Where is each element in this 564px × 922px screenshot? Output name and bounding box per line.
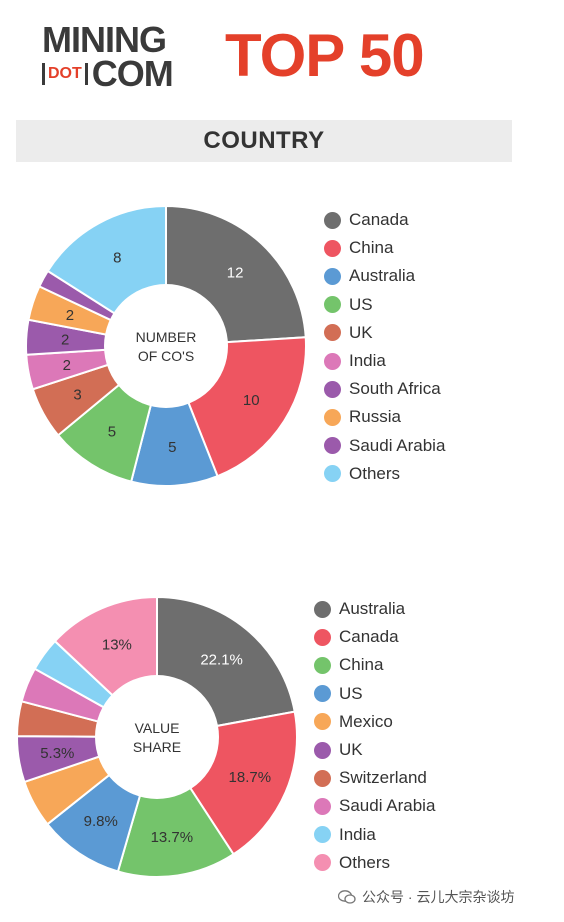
legend-item: US <box>314 680 435 708</box>
page-title: TOP 50 <box>225 22 425 89</box>
legend-label: China <box>349 238 394 258</box>
legend-item: US <box>324 291 445 319</box>
legend-label: Saudi Arabia <box>339 796 436 816</box>
donut-hole <box>104 284 228 408</box>
legend-label: Australia <box>349 266 416 286</box>
legend-swatch <box>314 797 331 815</box>
legend-item: Others <box>324 460 445 488</box>
legend-swatch <box>314 656 331 674</box>
data-label: 2 <box>63 357 71 374</box>
legend-swatch <box>324 465 341 483</box>
legend-swatch <box>314 600 331 618</box>
section-header: COUNTRY <box>16 120 512 162</box>
legend-item: Mexico <box>314 708 435 736</box>
legend-label: UK <box>349 322 373 342</box>
legend-label: Switzerland <box>339 768 427 788</box>
legend-item: China <box>324 234 445 262</box>
legend-label: UK <box>339 740 363 760</box>
legend-swatch <box>324 211 341 229</box>
data-label: 13% <box>102 636 132 653</box>
legend-label: Canada <box>349 210 409 230</box>
legend-label: Russia <box>349 407 401 427</box>
watermark: 公众号 · 云儿大宗杂谈坊 <box>338 887 514 907</box>
legend-label: Others <box>349 463 401 483</box>
logo-line1: MINING <box>42 19 167 60</box>
legend-item: Switzerland <box>314 764 435 792</box>
legend-item: South Africa <box>324 375 445 403</box>
legend-swatch <box>314 685 331 703</box>
data-label: 5 <box>108 423 116 440</box>
legend-value-share: Australia Canada China US Mexico UK Switzerlan… <box>314 595 435 877</box>
data-label: 12 <box>227 264 244 281</box>
legend-swatch <box>324 437 341 455</box>
legend-swatch <box>314 628 331 646</box>
legend-label: India <box>349 351 386 371</box>
data-label: 18.7% <box>229 769 272 786</box>
legend-swatch <box>314 741 331 759</box>
data-label: 22.1% <box>200 651 243 668</box>
legend-swatch <box>324 239 341 257</box>
legend-swatch <box>314 826 331 844</box>
legend-label: Saudi Arabia <box>349 435 446 455</box>
legend-item: Australia <box>324 262 445 290</box>
legend-item: India <box>314 821 435 849</box>
legend-label: Others <box>339 852 391 872</box>
data-label: 2 <box>66 307 74 324</box>
center-label: VALUE <box>135 720 180 736</box>
legend-item: UK <box>314 736 435 764</box>
legend-item: Others <box>314 849 435 877</box>
section-title: COUNTRY <box>203 127 325 154</box>
legend-item: Canada <box>314 623 435 651</box>
legend-item: UK <box>324 319 445 347</box>
legend-label: Canada <box>339 627 399 647</box>
legend-swatch <box>324 408 341 426</box>
legend-swatch <box>324 296 341 314</box>
data-label: 8 <box>113 249 121 266</box>
legend-swatch <box>324 267 341 285</box>
legend-swatch <box>324 352 341 370</box>
legend-number-of-cos: Canada China Australia US UK India South Afric… <box>324 206 445 488</box>
data-label: 10 <box>243 392 260 409</box>
pie-slice-australia <box>129 342 219 487</box>
center-label: SHARE <box>133 739 181 755</box>
data-label: 9.8% <box>84 813 118 830</box>
center-label: OF CO'S <box>138 348 194 364</box>
legend-label: South Africa <box>349 379 441 399</box>
wechat-icon <box>338 890 356 904</box>
legend-item: China <box>314 651 435 679</box>
watermark-text: 公众号 · 云儿大宗杂谈坊 <box>362 889 515 905</box>
legend-swatch <box>314 769 331 787</box>
center-label: NUMBER <box>136 329 197 345</box>
legend-swatch <box>324 380 341 398</box>
data-label: 5 <box>168 439 176 456</box>
logo-line2-wrap: DOT COM <box>42 53 174 94</box>
legend-label: US <box>349 294 373 314</box>
legend-label: China <box>339 655 384 675</box>
data-label: 3 <box>73 387 81 404</box>
data-label: 2 <box>61 332 69 349</box>
legend-label: India <box>339 824 376 844</box>
legend-item: India <box>324 347 445 375</box>
legend-swatch <box>314 854 331 872</box>
pie-slice-china <box>116 734 235 878</box>
legend-label: Australia <box>339 599 406 619</box>
legend-item: Saudi Arabia <box>314 792 435 820</box>
data-label: 5.3% <box>40 745 74 762</box>
legend-label: US <box>339 683 363 703</box>
legend-item: Saudi Arabia <box>324 432 445 460</box>
logo-dot: DOT <box>42 63 88 85</box>
donut-hole <box>95 675 219 799</box>
legend-item: Russia <box>324 403 445 431</box>
legend-swatch <box>324 324 341 342</box>
legend-swatch <box>314 713 331 731</box>
legend-label: Mexico <box>339 711 393 731</box>
data-label: 13.7% <box>151 829 194 846</box>
logo-line2: COM <box>91 53 174 94</box>
legend-item: Australia <box>314 595 435 623</box>
legend-item: Canada <box>324 206 445 234</box>
